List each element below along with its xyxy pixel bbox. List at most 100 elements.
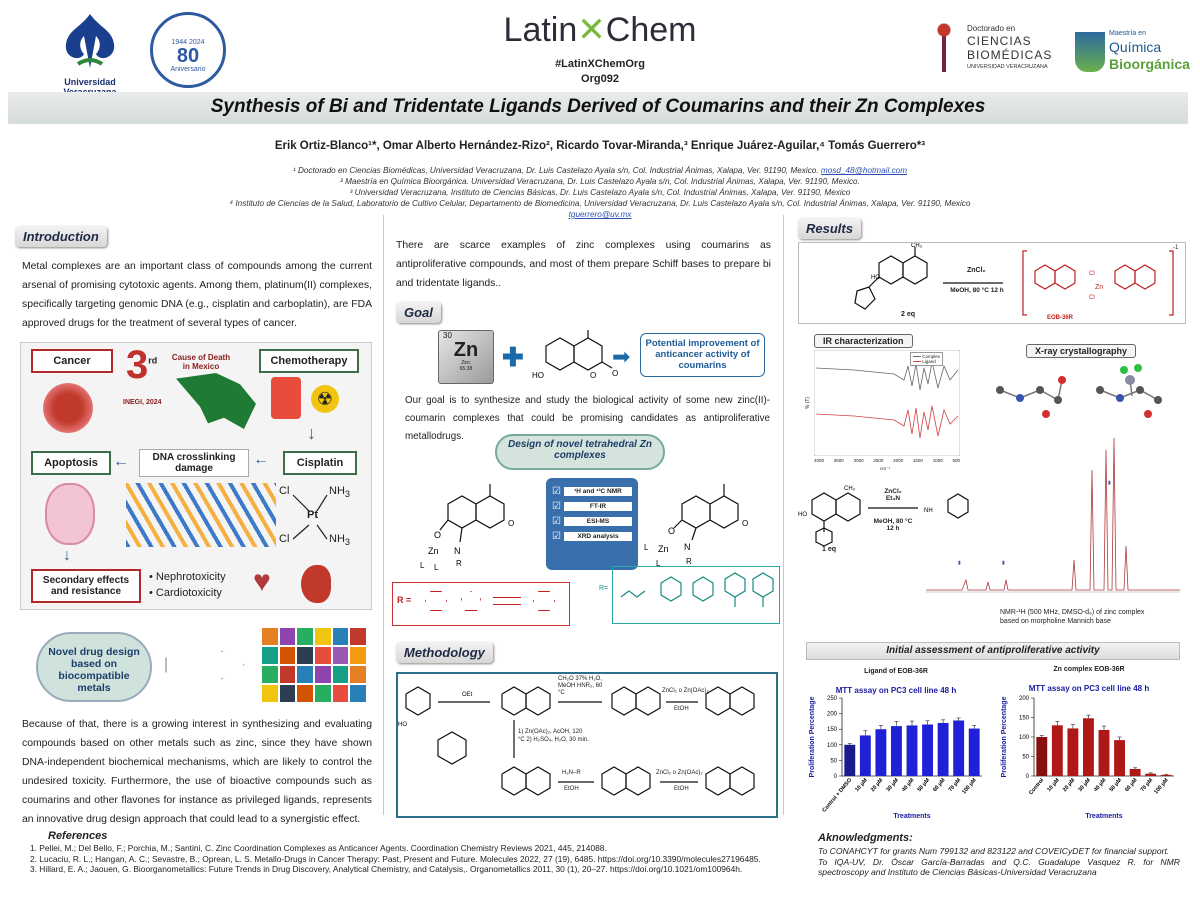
mq-l2: Química — [1109, 39, 1162, 55]
poster-title: Synthesis of Bi and Tridentate Ligands D… — [210, 96, 986, 117]
reference-1: 1. Pellei, M.; Del Bello, F.; Porchia, M… — [30, 843, 607, 853]
y-tick-label: 0 — [834, 774, 838, 780]
synthesis-scheme: HO OEt — [398, 686, 755, 796]
x-axis-label: Treatments — [1085, 813, 1122, 820]
reaction-2: HO CH₃ NH ZnCl₂ Et₃N MeOH, 80 °C 12 h 1 … — [798, 480, 978, 560]
scheme-ho: HO — [398, 722, 407, 728]
bar — [1114, 740, 1125, 776]
cis-nh3-1: NH3 — [329, 485, 350, 500]
email-2[interactable]: tguerrero@uv.mx — [568, 210, 632, 219]
arrow-right-icon: ➡ — [612, 344, 631, 369]
rxn1-reagent: ZnCl₂ — [967, 267, 986, 274]
coumarin-carbonyl: O — [612, 369, 618, 378]
doctorado-figure-icon — [925, 18, 963, 78]
affiliation-4: ⁴ Instituto de Ciencias de la Salud, Lab… — [229, 199, 971, 208]
reaction-1: Zn Cl Cl HO CH₃ ZnCl₂ MeOH, 80 °C 12 h 2… — [798, 242, 1186, 324]
inegi-source: INEGI, 2024 — [123, 399, 162, 406]
zn-chart-title: MTT assay on PC3 cell line 48 h — [1028, 684, 1150, 693]
intro-paragraph-1: Metal complexes are an important class o… — [22, 261, 372, 329]
check-icon-3: ☑ — [552, 516, 561, 527]
check-xrd: XRD analysis — [563, 532, 632, 541]
novel-design-box: Novel drug design based on biocompatible… — [36, 632, 152, 702]
mq-l1: Maestría en — [1109, 30, 1146, 37]
rxn1-ch3: CH₃ — [911, 243, 923, 249]
ack-paragraph-2: To IQA-UV, Dr. Óscar García-Barradas and… — [818, 856, 1180, 878]
y-tick-label: 50 — [830, 758, 837, 764]
y-tick-label: 50 — [1022, 755, 1029, 761]
category-label: 10 µM — [1046, 777, 1061, 793]
nmr-peak-label-3: ▮ — [1108, 480, 1111, 486]
bar — [937, 722, 949, 776]
brand-left: Latin — [503, 11, 578, 49]
bar — [968, 728, 980, 776]
bar — [906, 725, 918, 776]
rxn2-conditions: MeOH, 80 °C 12 h — [873, 518, 913, 532]
ir-xtick: 500 — [952, 458, 960, 463]
reference-3: 3. Hillard, E. A.; Jaouen, G. Bioorganom… — [30, 864, 743, 874]
tridentate-complex-structure: O Zn N R L L O — [644, 484, 748, 568]
cardiotoxicity: • Cardiotoxicity — [149, 587, 222, 599]
doct-l1: Doctorado en — [967, 24, 1016, 33]
affiliation-3: ³ Universidad Veracruzana, Instituto de … — [349, 188, 851, 197]
r-alcohol-structures — [620, 572, 774, 607]
reaction-1-scheme: Zn Cl Cl HO CH₃ — [854, 243, 1174, 316]
doctorado-logo: Doctorado en CIENCIAS BIOMÉDICAS UNIVERS… — [925, 18, 1055, 80]
email-1[interactable]: mosd_48@hotmail.com — [820, 166, 908, 175]
zn-chart: Zn complex EOB-36R MTT assay on PC3 cell… — [994, 664, 1184, 822]
rxn1-charge: -1 — [1173, 245, 1179, 251]
radiation-icon: ☢ — [311, 385, 339, 413]
bar — [922, 724, 933, 776]
rank-number: 3rd — [126, 343, 157, 388]
y-tick-label: 200 — [827, 712, 838, 718]
antiproliferative-banner: Initial assessment of antiproliferative … — [806, 642, 1180, 660]
check-icon-2: ☑ — [552, 501, 561, 512]
zinc-symbol: Zn — [453, 339, 479, 361]
ir-xtick: 4000 — [814, 458, 825, 463]
ir-xtick: 1000 — [932, 458, 943, 463]
rxn2-reagent: ZnCl₂ Et₃N — [884, 488, 902, 502]
apoptosis-label: Apoptosis — [31, 451, 111, 475]
xray-label: X-ray crystallography — [1026, 344, 1137, 358]
category-label: 60 µM — [932, 777, 947, 793]
hollow-arrow-icon — [165, 650, 245, 680]
step-mannich: CH₂O 37% H₂O, MeOH HNR₂, 60 °C — [558, 676, 603, 696]
category-label: 30 µM — [1077, 777, 1092, 793]
iv-bag-icon — [271, 377, 301, 419]
category-label: 20 µM — [1062, 777, 1077, 793]
zinc-name: Zinc — [461, 360, 471, 366]
maestria-logo: Maestría en Química Bioorgánica — [1075, 28, 1190, 78]
goal-paragraph: Our goal is to synthesize and study the … — [405, 395, 770, 442]
cis-pt: Pt — [307, 509, 318, 521]
affiliation-2: ² Maestría en Química Bioorgánica. Unive… — [340, 177, 860, 186]
ack-text: To CONAHCYT for grants Num 799132 and 82… — [818, 846, 1180, 878]
tri-l2: L — [656, 559, 661, 568]
coumarin-structure: HO O O — [532, 330, 618, 380]
references-list: 1. Pellei, M.; Del Bello, F.; Porchia, M… — [30, 843, 790, 875]
x-axis-label: Treatments — [893, 813, 930, 820]
tri-carbonyl: O — [742, 519, 748, 528]
piperidine-icon — [425, 591, 447, 611]
latinxchem-logo: Latin✕Chem — [470, 10, 730, 56]
ligand-chart: Ligand of EOB-36R MTT assay on PC3 cell … — [802, 664, 990, 822]
arrow-down-icon: ↓ — [307, 423, 316, 443]
ir-xtick: 2000 — [893, 458, 904, 463]
rank-num: 3 — [126, 343, 149, 387]
bar — [1145, 773, 1157, 776]
bar — [1129, 768, 1141, 776]
zinc-number: 30 — [443, 331, 452, 340]
bi-carbonyl: O — [508, 519, 514, 528]
tri-r: R — [686, 557, 692, 566]
references-heading: References — [48, 830, 108, 842]
y-tick-label: 200 — [1019, 696, 1030, 702]
step-zn-2-solvent: EtOH — [674, 786, 689, 792]
category-label: 100 µM — [961, 777, 978, 795]
check-icon-4: ☑ — [552, 531, 561, 542]
category-label: 100 µM — [1153, 777, 1170, 795]
check-ftir: FT-IR — [563, 502, 632, 511]
hashtag: #LatinXChemOrg — [555, 58, 645, 70]
category-label: 40 µM — [1093, 777, 1108, 793]
rxn1-ho: HO — [871, 275, 880, 281]
bidentate-complex-structure: O Zn N R L L O — [420, 484, 514, 572]
diethylamine-icon — [493, 597, 521, 605]
authors: Erik Ortiz-Blanco¹*, Omar Alberto Hernán… — [274, 140, 926, 152]
